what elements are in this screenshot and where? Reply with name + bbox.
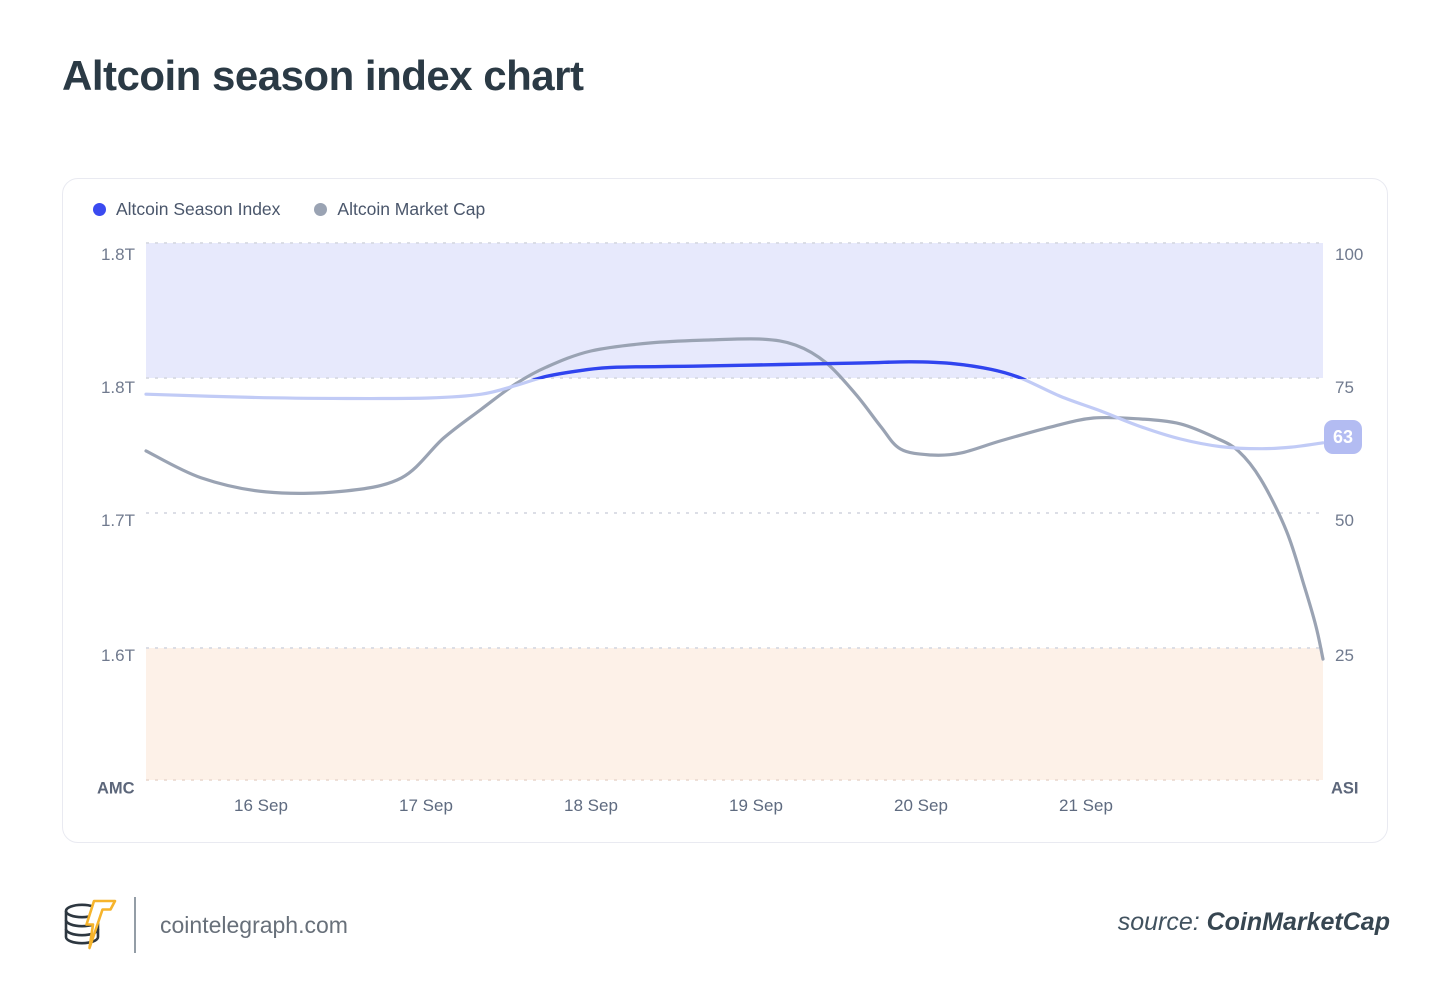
chart-plot[interactable] [63,179,1389,844]
altcoin-season-index-line-in-band [530,360,1028,379]
right-axis-tick: 75 [1335,378,1354,397]
legend-label: Altcoin Market Cap [337,199,486,219]
legend: Altcoin Season Index Altcoin Market Cap [93,199,485,220]
footer: cointelegraph.com [62,896,348,954]
x-axis-tick: 20 Sep [894,796,948,815]
right-axis-tick: 25 [1335,646,1354,665]
altcoin-market-cap-line [144,337,1325,661]
page-title: Altcoin season index chart [62,52,584,99]
source-attribution: source: CoinMarketCap [1118,908,1390,937]
altcoin-season-band [146,243,1323,378]
chart-card: Altcoin Season Index Altcoin Market Cap … [62,178,1388,843]
right-axis-name: ASI [1331,779,1359,798]
left-axis-tick: 1.8T [100,378,135,397]
legend-dot-gray-icon [314,203,328,216]
x-axis-tick: 21 Sep [1059,796,1113,815]
x-axis-tick: 18 Sep [564,796,618,815]
legend-label: Altcoin Season Index [116,199,281,219]
source-name: CoinMarketCap [1206,908,1390,936]
cointelegraph-logo-icon [64,899,117,950]
x-axis-tick: 16 Sep [234,796,288,815]
x-axis-tick: 19 Sep [729,796,783,815]
x-axis-tick: 17 Sep [399,796,453,815]
left-axis-tick: 1.8T [100,245,135,264]
bitcoin-season-band [146,648,1323,780]
current-value-badge: 63 [1324,420,1362,454]
left-axis-tick: 1.7T [100,511,135,530]
source-prefix: source: [1117,908,1207,936]
left-axis-tick: 1.6T [100,646,135,665]
right-axis-tick: 100 [1335,245,1364,264]
right-axis-tick: 50 [1335,511,1354,530]
left-axis-name: AMC [97,779,135,798]
legend-item-altcoin-market-cap[interactable]: Altcoin Market Cap [314,199,485,220]
footer-site-text: cointelegraph.com [160,911,348,938]
legend-dot-blue-icon [93,203,106,216]
legend-item-altcoin-season-index[interactable]: Altcoin Season Index [93,199,280,220]
footer-divider [134,897,136,953]
